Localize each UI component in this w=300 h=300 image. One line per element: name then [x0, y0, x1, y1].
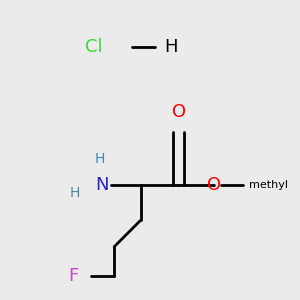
Text: O: O	[172, 103, 186, 121]
Text: Cl: Cl	[85, 38, 103, 56]
Text: H: H	[164, 38, 178, 56]
Text: methyl: methyl	[249, 180, 288, 190]
Text: H: H	[94, 152, 105, 166]
Text: N: N	[96, 176, 109, 194]
Text: O: O	[207, 176, 221, 194]
Text: F: F	[69, 267, 79, 285]
Text: H: H	[69, 185, 80, 200]
